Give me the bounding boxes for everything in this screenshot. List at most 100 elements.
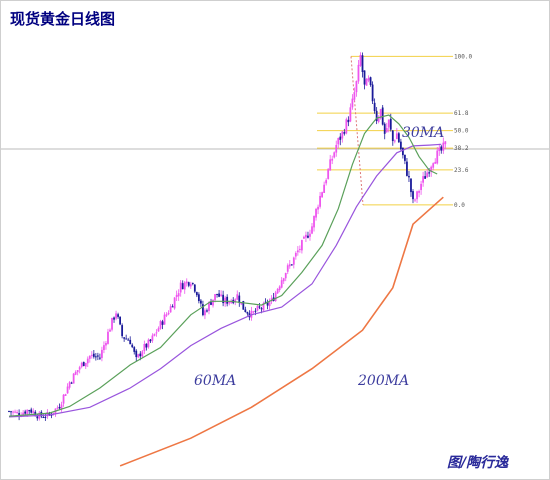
candle-body: [10, 411, 12, 413]
ma30-line: [8, 114, 438, 417]
candle-body: [151, 335, 154, 341]
candle-body: [175, 294, 178, 298]
candle-body: [282, 278, 285, 282]
candle-body: [327, 169, 330, 179]
candle-body: [379, 109, 382, 119]
candle-body: [157, 328, 160, 332]
candle-body: [228, 301, 231, 304]
candle-body: [90, 354, 93, 356]
candle-body: [298, 248, 301, 250]
candle-body: [234, 299, 237, 302]
ma60-label: 60MA: [194, 373, 236, 389]
candle-body: [238, 295, 241, 303]
candle-body: [266, 302, 269, 306]
candle-body: [331, 158, 334, 161]
candle-body: [345, 119, 348, 134]
candle-body: [12, 411, 14, 413]
candle-body: [418, 191, 420, 193]
candle-body: [181, 283, 184, 290]
candle-body: [290, 264, 293, 266]
chart-title: 现货黄金日线图: [10, 10, 115, 28]
candle-body: [58, 406, 61, 409]
candle-body: [426, 172, 429, 178]
candle-body: [56, 407, 59, 409]
candle-body: [260, 308, 263, 310]
fibonacci-levels: 100.0 61.8 50.0 38.2 23.6 0.0: [317, 53, 472, 209]
candlestick-series: [8, 52, 447, 421]
candle-body: [301, 240, 303, 251]
candle-body: [373, 102, 376, 111]
candle-body: [408, 175, 410, 178]
candle-body: [236, 294, 239, 300]
candle-body: [323, 184, 326, 193]
candle-body: [353, 92, 356, 100]
candle-body: [155, 332, 158, 334]
candle-body: [189, 284, 192, 287]
candle-body: [369, 77, 372, 85]
candle-body: [86, 358, 89, 364]
candle-body: [143, 343, 146, 352]
candle-body: [391, 130, 394, 142]
candle-body: [420, 183, 422, 191]
candle-body: [333, 152, 336, 158]
candle-body: [365, 78, 368, 86]
candle-body: [183, 282, 186, 290]
candle-body: [397, 133, 400, 143]
candle-body: [347, 119, 350, 123]
candle-body: [167, 312, 170, 315]
candle-body: [119, 316, 121, 325]
candle-body: [68, 382, 71, 388]
candle-body: [84, 362, 87, 367]
candle-body: [16, 411, 18, 413]
candle-body: [113, 317, 115, 320]
candle-body: [133, 347, 136, 352]
candle-body: [26, 409, 29, 415]
candle-body: [319, 195, 321, 207]
candle-body: [276, 289, 279, 294]
candle-body: [105, 342, 107, 346]
candle-body: [72, 373, 75, 384]
candle-body: [141, 351, 144, 357]
candle-body: [355, 81, 358, 93]
candle-body: [444, 141, 447, 145]
candle-body: [179, 282, 182, 293]
candle-body: [135, 350, 138, 358]
candle-body: [123, 337, 126, 339]
ma200-label: 200MA: [357, 373, 409, 389]
candle-body: [422, 176, 424, 183]
candle-body: [60, 404, 63, 410]
candle-body: [402, 147, 404, 156]
candle-body: [44, 416, 47, 418]
candle-body: [377, 117, 380, 122]
fib-projection-line: [350, 56, 364, 205]
candle-body: [252, 311, 255, 313]
candle-body: [220, 294, 222, 296]
candle-body: [62, 394, 65, 404]
candle-body: [80, 362, 83, 367]
candle-body: [137, 354, 140, 358]
candle-body: [78, 367, 81, 370]
candle-body: [185, 281, 188, 284]
candle-body: [438, 147, 441, 152]
candle-body: [226, 296, 229, 304]
candle-body: [94, 356, 97, 358]
candle-body: [292, 257, 295, 265]
candle-body: [66, 386, 69, 394]
candle-body: [313, 216, 315, 228]
candle-body: [214, 294, 216, 301]
candle-body: [339, 136, 342, 140]
candle-body: [274, 292, 277, 302]
fib-level-label: 38.2: [454, 145, 469, 152]
candle-body: [254, 310, 257, 312]
candle-body: [121, 325, 124, 337]
candle-body: [389, 118, 392, 130]
candle-body: [177, 293, 180, 297]
candle-body: [399, 141, 402, 150]
candle-body: [149, 339, 152, 342]
candle-body: [284, 273, 287, 279]
candle-body: [436, 150, 439, 164]
candle-body: [412, 191, 414, 200]
candle-body: [111, 317, 113, 330]
candle-body: [317, 206, 319, 210]
